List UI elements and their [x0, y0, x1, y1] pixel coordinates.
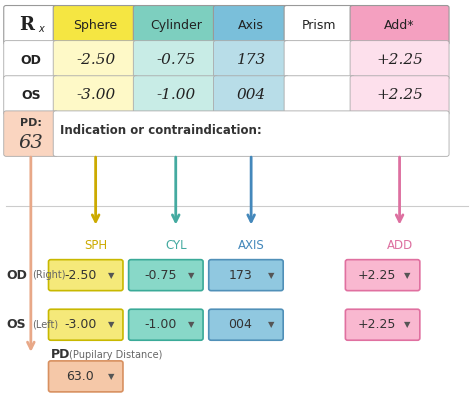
FancyBboxPatch shape — [133, 5, 218, 45]
Text: -3.00: -3.00 — [64, 318, 96, 331]
Text: CYL: CYL — [165, 239, 187, 252]
FancyBboxPatch shape — [284, 5, 355, 45]
FancyBboxPatch shape — [4, 76, 58, 115]
Text: -1.00: -1.00 — [156, 88, 195, 102]
Text: ▼: ▼ — [188, 320, 194, 329]
FancyBboxPatch shape — [53, 41, 138, 80]
FancyBboxPatch shape — [209, 260, 283, 291]
Text: OD: OD — [6, 269, 27, 282]
Text: -2.50: -2.50 — [64, 269, 96, 282]
Text: AXIS: AXIS — [238, 239, 264, 252]
FancyBboxPatch shape — [346, 260, 420, 291]
Text: -1.00: -1.00 — [144, 318, 176, 331]
Text: ▼: ▼ — [404, 320, 411, 329]
Text: 173: 173 — [228, 269, 252, 282]
Text: OS: OS — [6, 318, 26, 331]
FancyBboxPatch shape — [213, 5, 289, 45]
Text: OS: OS — [21, 89, 41, 102]
Text: ▼: ▼ — [108, 320, 114, 329]
Text: ▼: ▼ — [108, 271, 114, 280]
Text: 63: 63 — [18, 134, 43, 152]
Text: Indication or contraindication:: Indication or contraindication: — [60, 124, 262, 137]
FancyBboxPatch shape — [53, 111, 449, 156]
Text: (Left): (Left) — [32, 320, 58, 330]
Text: 004: 004 — [228, 318, 252, 331]
FancyBboxPatch shape — [213, 76, 289, 115]
FancyBboxPatch shape — [48, 361, 123, 392]
Text: (Pupilary Distance): (Pupilary Distance) — [69, 350, 162, 360]
FancyBboxPatch shape — [133, 76, 218, 115]
Text: -0.75: -0.75 — [144, 269, 176, 282]
FancyBboxPatch shape — [209, 309, 283, 340]
Text: +2.25: +2.25 — [376, 53, 423, 67]
Text: -0.75: -0.75 — [156, 53, 195, 67]
FancyBboxPatch shape — [53, 76, 138, 115]
Text: +2.25: +2.25 — [358, 318, 396, 331]
Text: R: R — [18, 16, 34, 34]
FancyBboxPatch shape — [4, 111, 58, 156]
FancyBboxPatch shape — [4, 5, 58, 45]
Text: Axis: Axis — [238, 19, 264, 32]
FancyBboxPatch shape — [350, 76, 449, 115]
Text: OD: OD — [20, 54, 41, 67]
Text: ▼: ▼ — [268, 320, 274, 329]
Text: ▼: ▼ — [404, 271, 411, 280]
Text: -3.00: -3.00 — [76, 88, 115, 102]
FancyBboxPatch shape — [53, 5, 138, 45]
Text: 63.0: 63.0 — [66, 370, 94, 383]
FancyBboxPatch shape — [284, 76, 355, 115]
FancyBboxPatch shape — [346, 309, 420, 340]
Text: 004: 004 — [237, 88, 266, 102]
Text: ▼: ▼ — [108, 372, 114, 381]
Text: (Right): (Right) — [32, 270, 65, 280]
Text: Sphere: Sphere — [73, 19, 118, 32]
Text: SPH: SPH — [84, 239, 107, 252]
FancyBboxPatch shape — [4, 41, 58, 80]
Text: PD:: PD: — [20, 118, 42, 128]
FancyBboxPatch shape — [48, 260, 123, 291]
Text: ADD: ADD — [386, 239, 413, 252]
FancyBboxPatch shape — [128, 309, 203, 340]
FancyBboxPatch shape — [350, 41, 449, 80]
FancyBboxPatch shape — [133, 41, 218, 80]
Text: Cylinder: Cylinder — [150, 19, 201, 32]
Text: 173: 173 — [237, 53, 266, 67]
Text: Add*: Add* — [384, 19, 415, 32]
Text: x: x — [38, 24, 44, 34]
FancyBboxPatch shape — [48, 309, 123, 340]
Text: +2.25: +2.25 — [358, 269, 396, 282]
Text: ▼: ▼ — [268, 271, 274, 280]
FancyBboxPatch shape — [128, 260, 203, 291]
Text: +2.25: +2.25 — [376, 88, 423, 102]
Text: Prism: Prism — [302, 19, 337, 32]
Text: PD: PD — [51, 348, 70, 361]
FancyBboxPatch shape — [213, 41, 289, 80]
Text: ▼: ▼ — [188, 271, 194, 280]
Text: -2.50: -2.50 — [76, 53, 115, 67]
FancyBboxPatch shape — [284, 41, 355, 80]
FancyBboxPatch shape — [350, 5, 449, 45]
